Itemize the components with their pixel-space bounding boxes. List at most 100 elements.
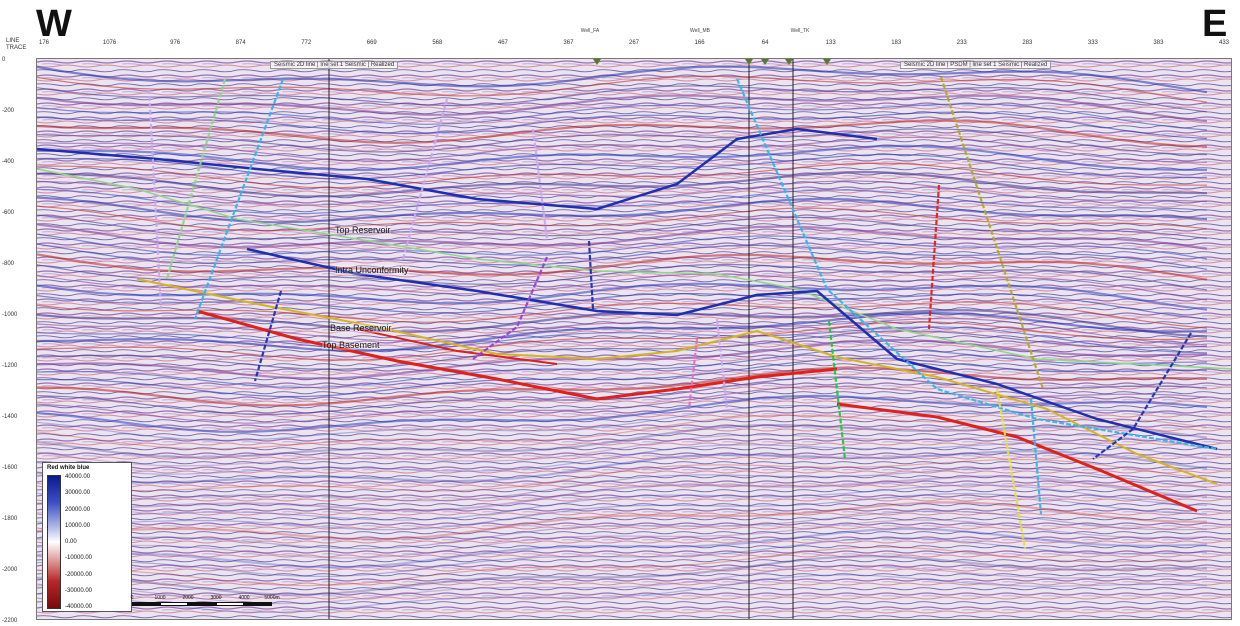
- scale-bar-label: 1000: [154, 595, 166, 601]
- depth-tick-label: -2200: [2, 618, 18, 624]
- fault-green-2: [827, 320, 847, 460]
- top-tick-label: 772: [301, 40, 312, 46]
- scale-bar-segment: [160, 602, 188, 606]
- seismic-section-canvas[interactable]: [36, 58, 1232, 620]
- colorbar-value: 40000.00: [65, 474, 91, 480]
- scale-bar-segment: [132, 602, 160, 606]
- fault-lilac-1: [147, 88, 163, 310]
- top-tick-label: 283: [1022, 40, 1033, 46]
- reflector-line: [37, 301, 1208, 329]
- well-note: Well_MB: [690, 28, 710, 34]
- top-tick-label: 976: [170, 40, 181, 46]
- reflector-line: [37, 519, 1208, 559]
- direction-east: E: [1202, 3, 1228, 45]
- top-tick-label: 176: [38, 40, 50, 46]
- top-tick-label: 669: [366, 40, 377, 46]
- colorbar-value: 30000.00: [65, 490, 91, 497]
- well-marker-icon: [823, 59, 831, 65]
- fault-blue-3: [1092, 332, 1192, 460]
- depth-tick-label: -1400: [2, 414, 18, 420]
- scale-bar-segment: [216, 602, 244, 606]
- scale-bar-label: 3000: [210, 595, 222, 601]
- reflector-line: [37, 75, 1208, 103]
- fault-blue-2: [587, 240, 595, 310]
- colorbar-legend: Red white blue 40000.00 30000.00 20000.00 1…: [42, 462, 132, 612]
- reflector-line: [37, 449, 1208, 484]
- reflector-line: [37, 94, 1208, 123]
- horizon-blue-upper: [37, 127, 878, 211]
- scale-bar-segment: [188, 602, 216, 606]
- depth-tick-label: 0: [2, 57, 6, 63]
- fault-olive-1: [939, 76, 1045, 390]
- reflector-line: [37, 484, 1208, 521]
- reflector-line: [37, 527, 1208, 569]
- colorbar-value: 10000.00: [65, 522, 91, 529]
- scale-bar-segment: [244, 602, 272, 606]
- horizon-green: [37, 168, 1231, 370]
- panel-title-left: Seismic 2D line | Ine set 1 Seismic | Re…: [270, 61, 399, 69]
- reflector-line: [37, 273, 1208, 301]
- reflector-line: [37, 537, 1208, 577]
- horizon-red: [196, 309, 838, 401]
- colorbar-title: Red white blue: [47, 465, 90, 471]
- well-marker-icon: [785, 59, 793, 65]
- top-tick-label: 166: [694, 40, 705, 46]
- axis-trace-label: TRACE: [6, 45, 27, 51]
- reflector-line: [37, 309, 1208, 338]
- reflector-line: [37, 366, 1208, 407]
- reflector-line: [37, 338, 1208, 380]
- reflector-line: [37, 282, 1208, 311]
- reflector-line: [37, 467, 1208, 502]
- scale-bar: 0 1000 2000 3000 4000 5000m: [131, 595, 312, 614]
- top-tick-label: 367: [563, 40, 574, 46]
- horizon-label-base-reservoir: Base Reservoir: [330, 323, 392, 333]
- well-note: Well_FA: [580, 28, 600, 34]
- reflector-line: [37, 321, 1208, 361]
- reflector-line: [37, 564, 1208, 605]
- scale-bar-label: 5000m: [264, 595, 280, 601]
- reflector-line: [37, 510, 1208, 550]
- reflector-line: [37, 144, 1208, 172]
- top-tick-label: 183: [891, 40, 902, 46]
- top-tick-label: 1076: [102, 40, 117, 46]
- colorbar-value: -10000.00: [65, 555, 93, 562]
- top-tick-label: 64: [761, 40, 769, 46]
- fault-red-1: [927, 184, 941, 330]
- reflector-line: [37, 376, 1208, 416]
- reflector-line: [37, 205, 1208, 232]
- scale-bar-label: 0: [130, 595, 134, 601]
- reflector-line: [37, 65, 1208, 94]
- colorbar-gradient: [47, 475, 61, 609]
- horizon-blue-main: [246, 247, 1218, 451]
- reflector-line: [37, 555, 1208, 596]
- reflector-line: [37, 85, 1208, 113]
- colorbar-value: -40000.00: [65, 604, 93, 610]
- top-tick-label: 383: [1153, 40, 1164, 46]
- horizon-red-upper: [356, 328, 558, 365]
- reflector-line: [37, 233, 1208, 260]
- horizon-label-top-basement: Top Basement: [322, 340, 380, 350]
- seismic-image: [37, 59, 1231, 619]
- well-marker-icon: [761, 59, 769, 65]
- top-tick-label: 568: [432, 40, 443, 46]
- fault-cyan-3: [1029, 398, 1043, 515]
- reflector-line: [37, 162, 1208, 189]
- reflector-line: [37, 243, 1208, 270]
- reflector-line: [37, 348, 1208, 389]
- reflector-line: [37, 385, 1208, 424]
- horizon-label-intra-unconformity: Intra Unconformity: [335, 265, 409, 275]
- top-tick-label: 467: [497, 40, 508, 46]
- reflector-line: [37, 458, 1208, 492]
- reflector-line: [37, 442, 1208, 475]
- axis-line-label: LINE: [6, 38, 20, 44]
- colorbar-value: 0.00: [65, 539, 77, 545]
- depth-tick-label: -400: [2, 159, 15, 165]
- reflector-line: [37, 223, 1208, 250]
- scale-bar-label: 2000: [182, 595, 194, 601]
- reflector-line: [37, 317, 1208, 346]
- reflector-line: [37, 357, 1208, 398]
- top-tick-label: 233: [956, 40, 967, 46]
- reflector-line: [37, 253, 1208, 281]
- well-marker-icon: [745, 59, 753, 65]
- seismic-background: [37, 59, 1231, 619]
